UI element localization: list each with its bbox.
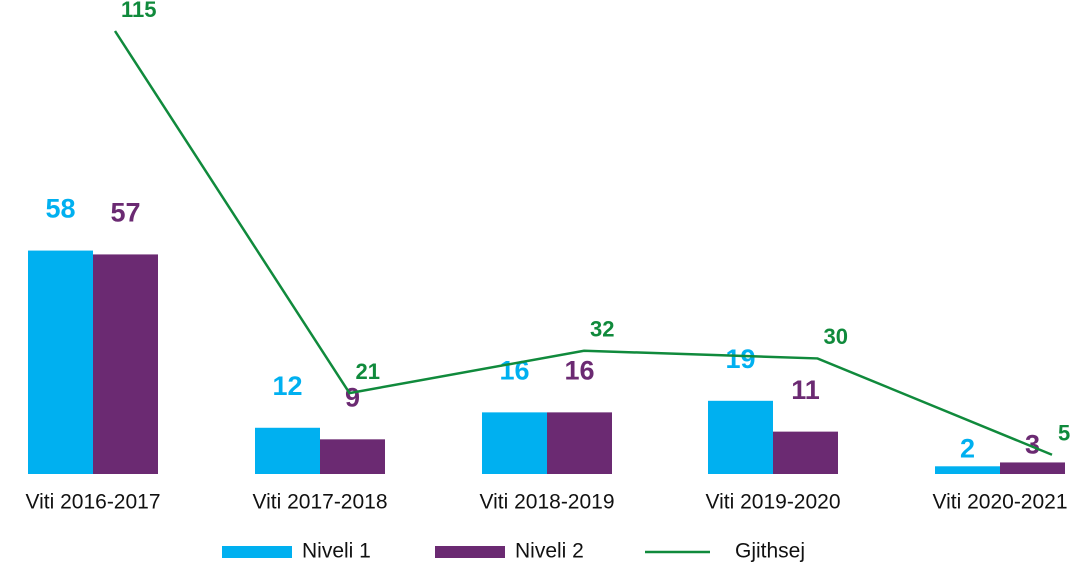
legend-swatch bbox=[435, 546, 505, 558]
x-tick-label: Viti 2016-2017 bbox=[25, 491, 160, 514]
legend-label: Gjithsej bbox=[735, 540, 805, 563]
bar bbox=[547, 412, 612, 474]
x-tick-label: Viti 2017-2018 bbox=[252, 491, 387, 514]
legend-label: Niveli 2 bbox=[515, 540, 584, 563]
bar bbox=[255, 427, 320, 474]
bar bbox=[708, 400, 773, 474]
line-label: 30 bbox=[824, 324, 848, 349]
bar bbox=[773, 431, 838, 474]
line bbox=[113, 30, 1053, 456]
x-tick-label: Viti 2019-2020 bbox=[705, 491, 840, 514]
bar bbox=[482, 412, 547, 474]
data-label: 9 bbox=[345, 382, 360, 412]
line-label: 5 bbox=[1058, 421, 1070, 446]
data-label: 16 bbox=[564, 355, 594, 385]
x-tick-label: Viti 2018-2019 bbox=[479, 491, 614, 514]
data-label: 19 bbox=[725, 344, 755, 374]
legend-swatch bbox=[222, 546, 292, 558]
legend-label: Niveli 1 bbox=[302, 540, 371, 563]
line-label: 115 bbox=[121, 0, 157, 22]
bar bbox=[935, 466, 1000, 474]
data-label: 2 bbox=[960, 433, 975, 463]
bar bbox=[320, 439, 385, 474]
bar bbox=[28, 250, 93, 474]
line-label: 21 bbox=[356, 359, 380, 384]
data-label: 11 bbox=[791, 375, 820, 405]
data-label: 57 bbox=[110, 198, 140, 228]
line-label: 32 bbox=[590, 317, 614, 342]
x-tick-label: Viti 2020-2021 bbox=[932, 491, 1067, 514]
data-label: 16 bbox=[499, 355, 529, 385]
data-label: 58 bbox=[45, 194, 75, 224]
data-label: 12 bbox=[272, 371, 302, 401]
bar bbox=[1000, 462, 1065, 474]
data-label: 3 bbox=[1025, 430, 1040, 460]
bar bbox=[93, 254, 158, 474]
